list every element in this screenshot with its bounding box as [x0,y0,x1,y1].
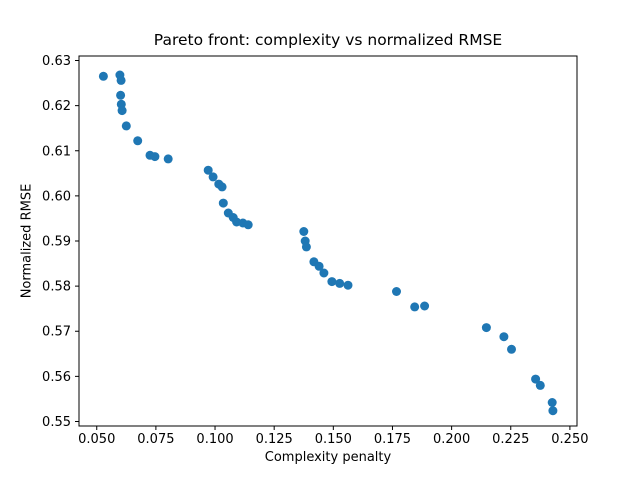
data-point [410,302,420,312]
x-tick-label: 0.075 [137,432,174,447]
x-tick-label: 0.100 [196,432,233,447]
x-tick-label: 0.125 [256,432,293,447]
data-point [150,152,160,162]
data-point [117,106,127,116]
y-axis-label: Normalized RMSE [19,183,35,299]
chart-title: Pareto front: complexity vs normalized R… [153,31,503,49]
data-point [203,165,213,175]
data-point [133,136,143,146]
y-tick-label: 0.56 [42,370,71,385]
data-point [218,198,228,208]
x-tick-label: 0.050 [78,432,115,447]
data-point [547,398,557,407]
x-tick-label: 0.225 [492,432,529,447]
data-point [343,280,353,290]
x-tick-label: 0.250 [551,432,588,447]
data-point [548,406,558,416]
data-point [420,301,430,311]
y-tick-label: 0.60 [42,189,71,204]
data-point [116,75,126,85]
data-point [163,154,173,164]
data-point [507,344,516,354]
data-point [535,380,545,390]
data-point [327,277,337,287]
data-point [314,261,324,271]
data-point [98,71,108,81]
data-point [208,172,218,182]
data-point [392,287,401,296]
data-point [335,278,345,288]
y-tick-label: 0.55 [42,415,71,430]
data-point [116,90,126,100]
x-tick-label: 0.200 [433,432,470,447]
y-tick-label: 0.61 [42,144,71,159]
data-point [217,182,227,192]
data-point [301,242,311,252]
x-tick-label: 0.175 [374,432,411,447]
data-point [499,332,509,342]
y-tick-label: 0.58 [42,280,71,295]
data-point [481,323,491,333]
data-point [531,374,541,384]
y-tick-label: 0.59 [42,235,71,250]
axes-frame [78,55,578,427]
data-point [299,227,309,236]
data-point [243,220,253,230]
x-tick-label: 0.150 [315,432,352,447]
y-tick-label: 0.57 [42,325,71,340]
data-point [121,121,131,131]
y-tick-label: 0.63 [42,54,71,69]
x-axis-label: Complexity penalty [264,450,392,465]
data-point [319,268,329,278]
y-tick-label: 0.62 [42,99,71,114]
